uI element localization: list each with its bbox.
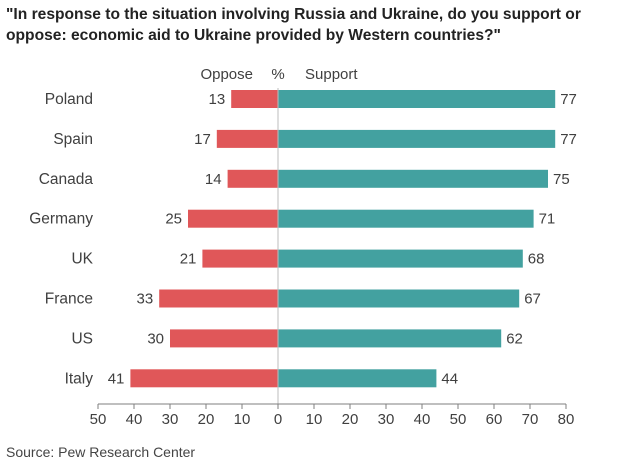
x-tick-label: 0 xyxy=(274,411,282,428)
category-label: Germany xyxy=(29,211,93,228)
data-label-oppose: 41 xyxy=(108,370,125,387)
data-label-oppose: 33 xyxy=(137,291,154,308)
data-label-support: 77 xyxy=(560,91,577,108)
data-label-oppose: 30 xyxy=(147,330,164,347)
bar-oppose xyxy=(216,129,278,148)
x-tick-label: 20 xyxy=(198,411,215,428)
category-label: France xyxy=(45,291,93,308)
x-tick-label: 30 xyxy=(378,411,395,428)
category-label: Italy xyxy=(65,370,94,387)
chart-title-line-1: "In response to the situation involving … xyxy=(6,6,581,23)
x-tick-label: 40 xyxy=(414,411,431,428)
bar-support xyxy=(278,169,548,188)
data-label-oppose: 17 xyxy=(194,131,211,148)
category-label: US xyxy=(71,330,93,347)
bar-support xyxy=(278,329,502,348)
data-label-oppose: 25 xyxy=(165,211,182,228)
data-label-support: 71 xyxy=(539,211,556,228)
x-tick-label: 10 xyxy=(306,411,323,428)
bar-oppose xyxy=(231,90,278,108)
bar-oppose xyxy=(130,369,278,388)
data-label-support: 77 xyxy=(560,131,577,148)
x-tick-label: 20 xyxy=(342,411,359,428)
x-tick-label: 50 xyxy=(90,411,107,428)
category-label: Canada xyxy=(39,171,94,188)
x-tick-label: 80 xyxy=(558,411,575,428)
data-label-oppose: 13 xyxy=(209,91,226,108)
data-label-support: 44 xyxy=(441,370,458,387)
x-tick-label: 10 xyxy=(234,411,251,428)
category-label: Poland xyxy=(45,91,93,108)
data-label-support: 68 xyxy=(528,251,545,268)
bar-support xyxy=(278,289,520,308)
data-label-oppose: 21 xyxy=(180,251,197,268)
legend-support-label: Support xyxy=(305,66,358,83)
bar-support xyxy=(278,249,523,268)
bar-support xyxy=(278,209,534,228)
bar-oppose xyxy=(227,169,278,188)
category-label: Spain xyxy=(53,131,93,148)
bar-support xyxy=(278,369,437,388)
bar-oppose xyxy=(202,249,278,268)
data-label-support: 75 xyxy=(553,171,570,188)
x-tick-label: 30 xyxy=(162,411,179,428)
bar-oppose xyxy=(159,289,278,308)
bar-support xyxy=(278,129,556,148)
data-label-oppose: 14 xyxy=(205,171,222,188)
x-tick-label: 50 xyxy=(450,411,467,428)
legend-percent-label: % xyxy=(271,66,284,83)
chart-title-line-2: oppose: economic aid to Ukraine provided… xyxy=(6,27,501,44)
source-note: Source: Pew Research Center xyxy=(6,444,196,460)
data-label-support: 62 xyxy=(506,330,523,347)
chart-title: "In response to the situation involving … xyxy=(6,4,618,46)
bar-oppose xyxy=(170,329,278,348)
x-tick-label: 70 xyxy=(522,411,539,428)
data-label-support: 67 xyxy=(524,291,541,308)
legend-oppose-label: Oppose xyxy=(200,66,253,83)
category-label: UK xyxy=(71,251,93,268)
x-tick-label: 40 xyxy=(126,411,143,428)
x-tick-label: 60 xyxy=(486,411,503,428)
bar-oppose xyxy=(188,209,278,228)
bar-support xyxy=(278,90,556,108)
